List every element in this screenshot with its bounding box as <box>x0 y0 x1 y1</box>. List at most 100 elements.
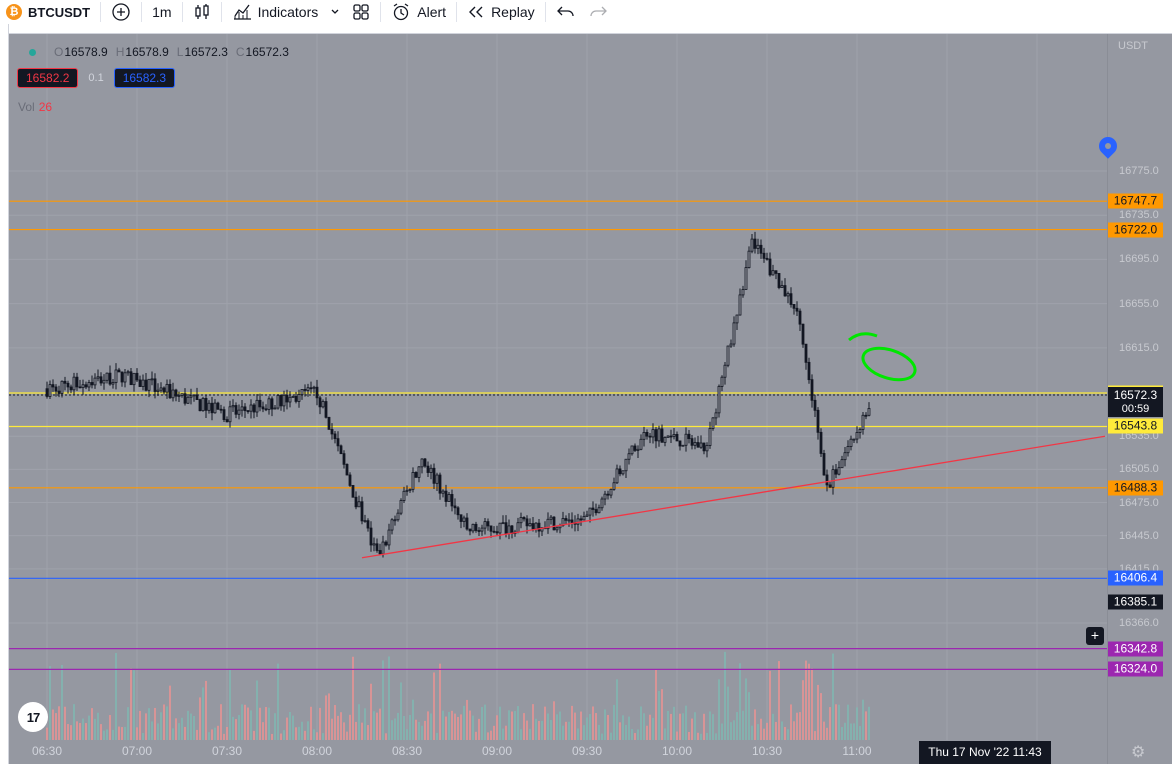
volume-bar <box>433 672 435 740</box>
candle-body <box>231 405 235 408</box>
candle-body <box>237 409 241 415</box>
time-tick-label: 09:00 <box>481 744 513 758</box>
volume-bar <box>379 708 381 740</box>
volume-bar <box>505 725 507 740</box>
redo-button[interactable] <box>582 0 614 24</box>
candle-body <box>48 384 52 397</box>
price-tick-label: 16695.0 <box>1119 253 1159 266</box>
chart-type-button[interactable] <box>187 0 217 24</box>
compare-symbol-button[interactable] <box>105 0 137 24</box>
indicators-dropdown[interactable] <box>324 0 346 24</box>
candle-body <box>204 397 208 411</box>
add-plus-icon[interactable]: + <box>1086 627 1104 645</box>
volume-bar <box>280 733 282 740</box>
redo-icon <box>590 6 607 17</box>
candle-body <box>234 405 238 415</box>
volume-bar <box>535 718 537 740</box>
candle-body <box>552 516 556 531</box>
candle-body <box>588 507 592 516</box>
left-edge-strip <box>0 24 9 770</box>
price-axis[interactable]: USDT 16775.0 16735.0 16695.0 16655.0 16615.0… <box>1095 34 1172 764</box>
volume-bar <box>385 733 387 740</box>
candle-body <box>801 323 805 345</box>
candle-body <box>606 493 610 496</box>
volume-bar <box>805 660 807 740</box>
candle-body <box>510 525 514 534</box>
indicators-button[interactable]: Indicators <box>226 0 325 24</box>
candle-body <box>159 387 163 391</box>
volume-bar <box>217 725 219 740</box>
volume-bar <box>541 720 543 740</box>
price-tick-label: 16615.0 <box>1119 341 1159 354</box>
candle-body <box>66 382 70 388</box>
candle-body <box>783 285 787 297</box>
candle-body <box>195 394 199 401</box>
volume-bar <box>163 704 165 740</box>
chart-pane[interactable]: O 16578.9 H 16578.9 L 16572.3 C 16572.3 1658… <box>9 34 1172 764</box>
sell-button[interactable]: 16582.2 <box>17 68 79 88</box>
candle-body <box>483 521 487 529</box>
time-axis[interactable]: 06:30 07:00 07:30 08:00 08:30 09:00 09:30 10:00… <box>9 741 1107 764</box>
price-tick-label: 16655.0 <box>1119 297 1159 310</box>
volume-bar <box>364 708 366 740</box>
volume-bar <box>232 716 234 740</box>
layout-grid-icon <box>353 4 369 20</box>
candle-body <box>618 468 622 475</box>
candle-body <box>567 519 571 522</box>
volume-bar <box>262 722 264 740</box>
candle-body <box>453 505 457 509</box>
candle-body <box>402 490 406 501</box>
alert-button[interactable]: Alert <box>385 0 452 24</box>
volume-bar <box>592 706 594 740</box>
undo-button[interactable] <box>550 0 582 24</box>
gear-icon[interactable]: ⚙ <box>1131 744 1146 761</box>
volume-bar <box>670 713 672 740</box>
volume-bar <box>154 707 156 740</box>
currency-unit[interactable]: USDT <box>1118 40 1148 52</box>
templates-button[interactable] <box>346 0 376 24</box>
tradingview-logo-icon[interactable]: 17 <box>18 702 48 732</box>
volume-bar <box>436 732 438 740</box>
volume-bar <box>199 697 201 740</box>
volume-bar <box>130 668 132 740</box>
candle-body <box>828 484 832 488</box>
volume-bar <box>136 727 138 740</box>
volume-bar <box>160 712 162 740</box>
volume-bar <box>73 704 75 740</box>
buy-button[interactable]: 16582.3 <box>113 68 176 88</box>
candle-body <box>450 494 454 507</box>
candle-body <box>141 379 145 387</box>
candle-body <box>255 399 259 413</box>
volume-bar <box>760 718 762 740</box>
candle-body <box>288 396 292 403</box>
candle-body <box>87 382 91 388</box>
candle-body <box>177 395 181 397</box>
replay-button[interactable]: Replay <box>461 0 541 24</box>
close-value: 16572.3 <box>245 45 289 59</box>
candle-body <box>711 417 715 429</box>
volume-bar <box>274 713 276 740</box>
candle-body <box>522 517 526 520</box>
candle-body <box>807 361 811 381</box>
candle-body <box>633 445 637 451</box>
candle-body <box>810 379 814 401</box>
symbol-search-button[interactable]: ₿ BTCUSDT <box>0 0 96 24</box>
volume-bar <box>688 731 690 740</box>
volume-bar <box>430 713 432 740</box>
volume-bar <box>145 713 147 740</box>
interval-button[interactable]: 1m <box>146 0 177 24</box>
volume-bar <box>79 723 81 740</box>
volume-bar <box>496 715 498 740</box>
candle-body <box>219 408 223 411</box>
candle-body <box>162 387 166 393</box>
price-chart[interactable] <box>9 34 1172 764</box>
interval-label: 1m <box>152 4 172 20</box>
volume-bar <box>52 709 54 740</box>
volume-bar <box>637 729 639 740</box>
volume-bar <box>814 731 816 740</box>
volume-bar <box>493 725 495 740</box>
volume-bar <box>406 729 408 740</box>
volume-bar <box>193 715 195 740</box>
candle-body <box>330 428 334 435</box>
volume-bar <box>325 695 327 740</box>
